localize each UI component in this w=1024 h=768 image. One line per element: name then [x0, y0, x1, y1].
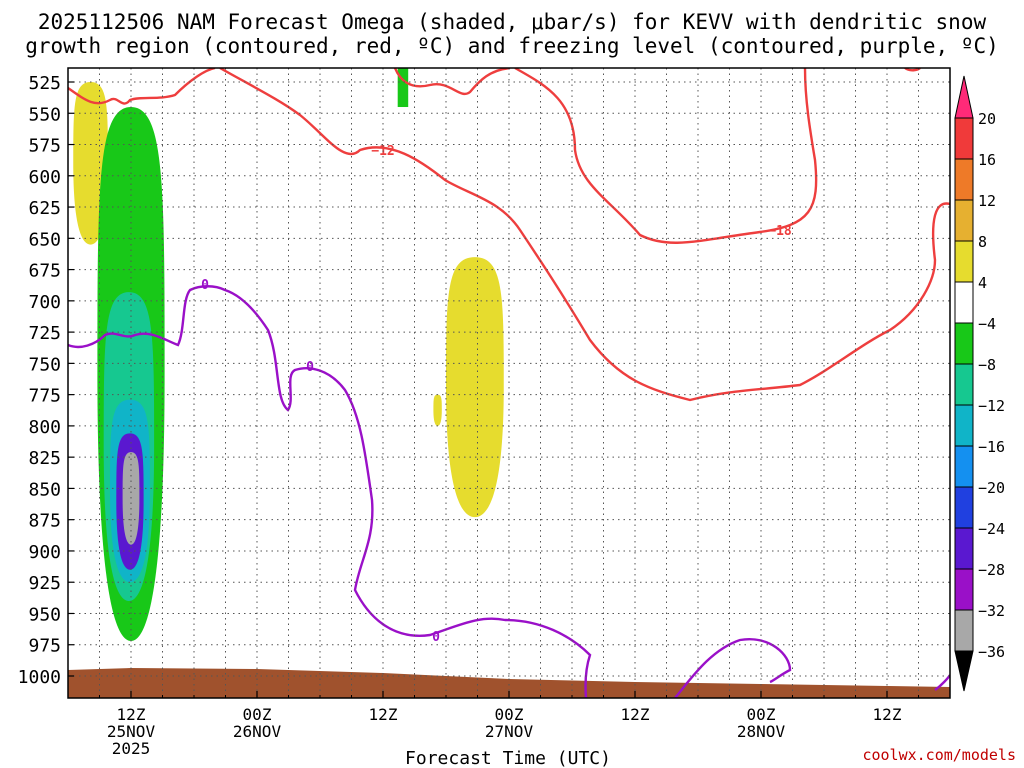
y-tick-label: 600 [28, 167, 61, 188]
dgz-label-minus18: −18 [768, 224, 792, 239]
dgz-contour-2 [393, 68, 511, 95]
omega-shade-2 [73, 82, 108, 245]
y-tick-label: 575 [28, 136, 61, 157]
freezing-label-1: 0 [306, 360, 314, 375]
freezing-label-2: 0 [432, 630, 440, 645]
omega-shade-0 [76, 432, 98, 489]
y-tick-label: 950 [28, 604, 61, 625]
colorbar-swatch-11 [954, 568, 974, 611]
colorbar-swatch-6 [954, 363, 974, 406]
x-tick-label: 00Z [495, 705, 524, 724]
x-tick-sublabel: 26NOV [233, 722, 282, 741]
omega-shade-top [397, 68, 409, 108]
colorbar-label: −24 [978, 520, 1005, 538]
colorbar-swatch-8 [954, 445, 974, 488]
colorbar-label: 4 [978, 274, 987, 292]
colorbar-top-arrow [954, 75, 974, 119]
colorbar-swatch-3 [954, 240, 974, 283]
colorbar-label: −12 [978, 397, 1005, 415]
y-tick-label: 825 [28, 448, 61, 469]
colorbar-swatch-9 [954, 486, 974, 529]
credit-link[interactable]: coolwx.com/models [862, 746, 1016, 764]
y-tick-label: 875 [28, 511, 61, 532]
x-axis-label: Forecast Time (UTC) [405, 748, 611, 768]
y-tick-label: 550 [28, 104, 61, 125]
y-tick-label: 750 [28, 354, 61, 375]
y-tick-label: 925 [28, 573, 61, 594]
colorbar-label: −36 [978, 643, 1005, 661]
omega-shade-sliver [433, 394, 442, 426]
x-tick-label: 00Z [747, 705, 776, 724]
chart-title-line1: 2025112506 NAM Forecast Omega (shaded, μ… [37, 10, 987, 34]
freezing-contour-0 [68, 285, 592, 698]
x-tick-sublabel: 27NOV [485, 722, 534, 741]
dgz-contour-0 [68, 68, 216, 105]
colorbar-swatch-0 [954, 117, 974, 160]
colorbar-label: 20 [978, 110, 996, 128]
dgz-contour-3 [514, 68, 818, 244]
y-tick-label: 675 [28, 261, 61, 282]
x-tick-label: 12Z [369, 705, 398, 724]
colorbar-label: −4 [978, 315, 996, 333]
freezing-contour-1 [674, 638, 792, 698]
y-tick-label: 625 [28, 198, 61, 219]
colorbar-swatch-1 [954, 158, 974, 201]
colorbar-label: −28 [978, 561, 1005, 579]
colorbar-label: −8 [978, 356, 996, 374]
y-tick-label: 650 [28, 229, 61, 250]
freezing-label-0: 0 [201, 278, 209, 293]
y-tick-label: 800 [28, 417, 61, 438]
colorbar-swatch-5 [954, 322, 974, 365]
y-tick-label: 725 [28, 323, 61, 344]
y-tick-label: 700 [28, 292, 61, 313]
x-tick-label: 12Z [621, 705, 650, 724]
colorbar-bottom-arrow [954, 650, 974, 692]
colorbar-label: 16 [978, 151, 996, 169]
x-tick-sublabel: 2025 [112, 739, 151, 758]
colorbar-swatch-10 [954, 527, 974, 570]
colorbar-label: 8 [978, 233, 987, 251]
colorbar-label: 12 [978, 192, 996, 210]
x-tick-sublabel: 28NOV [737, 722, 786, 741]
x-tick-label: 12Z [117, 705, 146, 724]
x-tick-label: 12Z [873, 705, 902, 724]
y-tick-label: 850 [28, 479, 61, 500]
y-tick-label: 775 [28, 386, 61, 407]
chart-title-line2: growth region (contoured, red, ºC) and f… [25, 34, 999, 58]
omega-shade-1 [446, 257, 504, 518]
x-tick-sublabel: 25NOV [107, 722, 156, 741]
dgz-contour-1 [219, 68, 950, 402]
colorbar-swatch-12 [954, 609, 974, 652]
colorbar-label: −32 [978, 602, 1005, 620]
x-tick-label: 00Z [243, 705, 272, 724]
colorbar-swatch-4 [954, 281, 974, 324]
y-tick-label: 525 [28, 73, 61, 94]
colorbar-swatch-2 [954, 199, 974, 242]
y-tick-label: 975 [28, 636, 61, 657]
colorbar-label: −20 [978, 479, 1005, 497]
colorbar-label: −16 [978, 438, 1005, 456]
y-tick-label: 1000 [18, 667, 61, 688]
colorbar-swatch-7 [954, 404, 974, 447]
y-tick-label: 900 [28, 542, 61, 563]
